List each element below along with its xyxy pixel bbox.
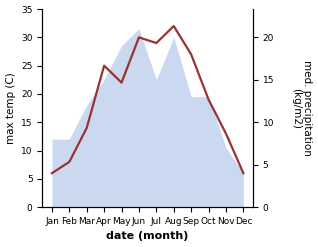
X-axis label: date (month): date (month) <box>107 231 189 242</box>
Y-axis label: med. precipitation
(kg/m2): med. precipitation (kg/m2) <box>291 60 313 156</box>
Y-axis label: max temp (C): max temp (C) <box>5 72 16 144</box>
